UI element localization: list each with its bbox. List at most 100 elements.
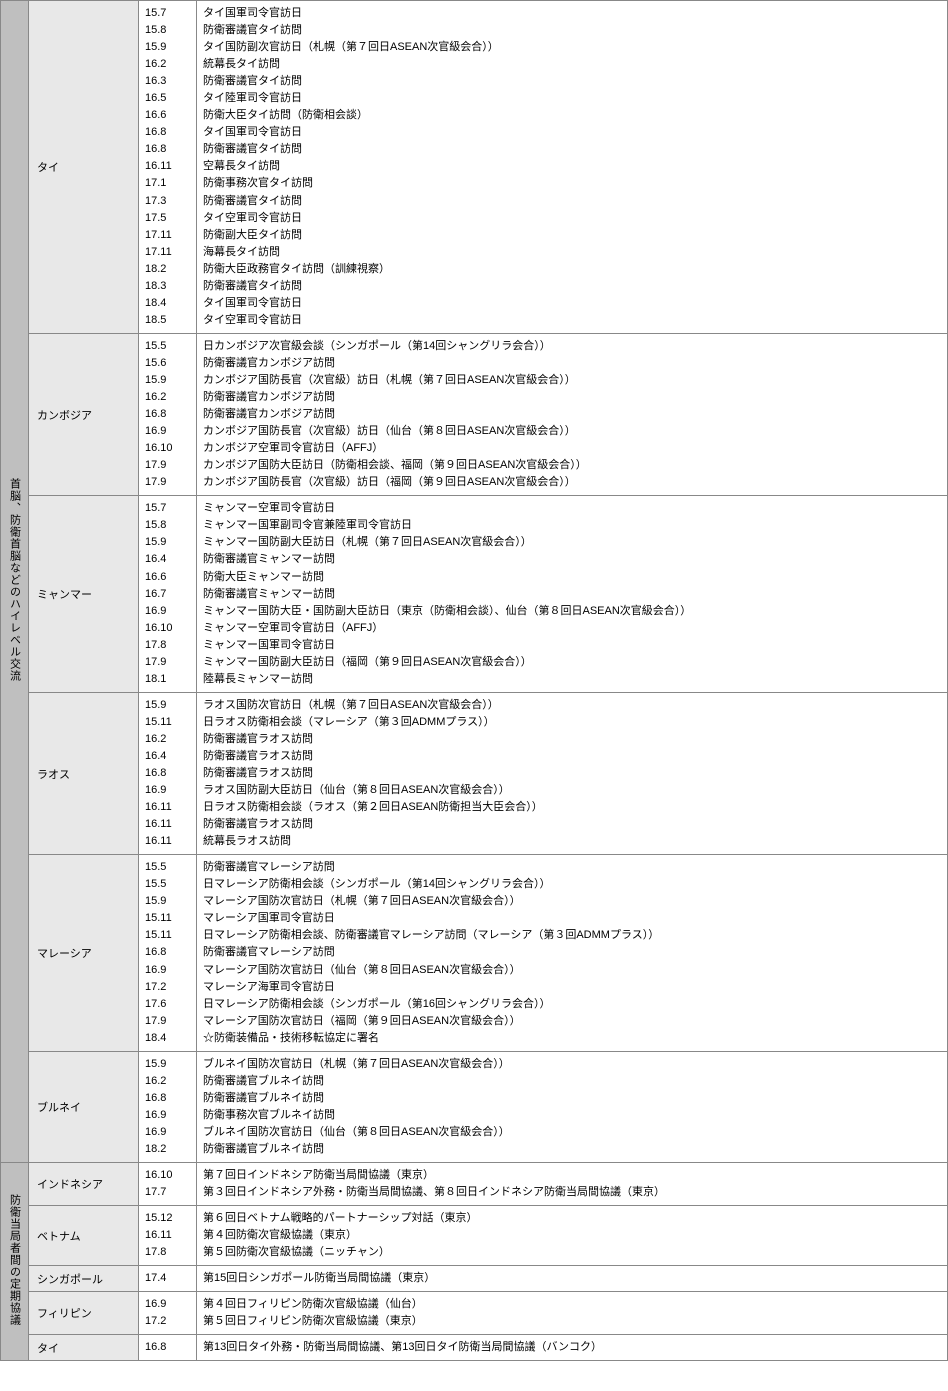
description-value: 第５回防衛次官級協議（ニッチャン） — [203, 1244, 941, 1261]
date-value: 17.3 — [145, 193, 190, 210]
description-value: ラオス国防次官訪日（札幌（第７回日ASEAN次官級会合）） — [203, 697, 941, 714]
date-value: 18.4 — [145, 1030, 190, 1047]
table-row: ブルネイ15.916.216.816.916.918.2ブルネイ国防次官訪日（札… — [1, 1051, 948, 1162]
description-value: タイ国軍司令官訪日 — [203, 5, 941, 22]
date-value: 16.2 — [145, 389, 190, 406]
date-value: 16.8 — [145, 1090, 190, 1107]
date-value: 17.9 — [145, 1013, 190, 1030]
country-cell: ベトナム — [29, 1206, 139, 1266]
date-value: 17.2 — [145, 979, 190, 996]
date-value: 16.11 — [145, 158, 190, 175]
description-value: ラオス国防副大臣訪日（仙台（第８回日ASEAN次官級会合）） — [203, 782, 941, 799]
date-value: 18.2 — [145, 261, 190, 278]
date-value: 16.8 — [145, 141, 190, 158]
description-value: 第３回日インドネシア外務・防衛当局間協議、第８回日インドネシア防衛当局間協議（東… — [203, 1184, 941, 1201]
table-row: ミャンマー15.715.815.916.416.616.716.916.1017… — [1, 496, 948, 693]
description-value: 防衛大臣政務官タイ訪問（訓練視察） — [203, 261, 941, 278]
date-value: 17.8 — [145, 637, 190, 654]
description-cell: ミャンマー空軍司令官訪日ミャンマー国軍副司令官兼陸軍司令官訪日ミャンマー国防副大… — [197, 496, 948, 693]
date-value: 16.4 — [145, 748, 190, 765]
description-value: ミャンマー国軍司令官訪日 — [203, 637, 941, 654]
date-value: 17.9 — [145, 474, 190, 491]
date-value: 16.5 — [145, 90, 190, 107]
date-value: 15.9 — [145, 697, 190, 714]
description-value: 防衛副大臣タイ訪問 — [203, 227, 941, 244]
date-cell: 15.515.615.916.216.816.916.1017.917.9 — [139, 333, 197, 495]
description-cell: タイ国軍司令官訪日防衛審議官タイ訪問タイ国防副次官訪日（札幌（第７回日ASEAN… — [197, 1, 948, 334]
date-value: 15.12 — [145, 1210, 190, 1227]
date-value: 16.11 — [145, 1227, 190, 1244]
description-value: 第７回日インドネシア防衛当局間協議（東京） — [203, 1167, 941, 1184]
country-cell: フィリピン — [29, 1292, 139, 1335]
table-row: ベトナム15.1216.1117.8第６回日ベトナム戦略的パートナーシップ対話（… — [1, 1206, 948, 1266]
description-value: 防衛審議官ミャンマー訪問 — [203, 551, 941, 568]
table-row: 防衛当局者間の定期協議インドネシア16.1017.7第７回日インドネシア防衛当局… — [1, 1163, 948, 1206]
table-row: シンガポール17.4第15回日シンガポール防衛当局間協議（東京） — [1, 1266, 948, 1292]
description-value: 防衛審議官タイ訪問 — [203, 22, 941, 39]
date-value: 17.9 — [145, 654, 190, 671]
description-value: 日ラオス防衛相会談（ラオス（第２回日ASEAN防衛担当大臣会合）） — [203, 799, 941, 816]
description-value: ミャンマー国防副大臣訪日（福岡（第９回日ASEAN次官級会合）） — [203, 654, 941, 671]
description-value: 防衛大臣タイ訪問（防衛相会談） — [203, 107, 941, 124]
description-value: カンボジア国防長官（次官級）訪日（福岡（第９回日ASEAN次官級会合）） — [203, 474, 941, 491]
date-value: 18.3 — [145, 278, 190, 295]
description-value: カンボジア国防長官（次官級）訪日（札幌（第７回日ASEAN次官級会合）） — [203, 372, 941, 389]
description-value: 防衛審議官タイ訪問 — [203, 141, 941, 158]
date-value: 16.10 — [145, 1167, 190, 1184]
date-value: 17.7 — [145, 1184, 190, 1201]
date-value: 16.9 — [145, 603, 190, 620]
description-value: 防衛審議官タイ訪問 — [203, 193, 941, 210]
description-value: 統幕長ラオス訪問 — [203, 833, 941, 850]
table-row: 首脳、防衛首脳などのハイレベル交流タイ15.715.815.916.216.31… — [1, 1, 948, 334]
description-value: 第６回日ベトナム戦略的パートナーシップ対話（東京） — [203, 1210, 941, 1227]
description-value: 防衛審議官ラオス訪問 — [203, 748, 941, 765]
description-value: 防衛審議官ラオス訪問 — [203, 816, 941, 833]
description-value: 統幕長タイ訪問 — [203, 56, 941, 73]
category-cell: 防衛当局者間の定期協議 — [1, 1163, 29, 1361]
description-value: 防衛審議官ラオス訪問 — [203, 765, 941, 782]
country-cell: ラオス — [29, 692, 139, 854]
date-value: 16.7 — [145, 586, 190, 603]
date-value: 17.5 — [145, 210, 190, 227]
date-cell: 15.1216.1117.8 — [139, 1206, 197, 1266]
date-value: 15.9 — [145, 372, 190, 389]
description-value: タイ空軍司令官訪日 — [203, 312, 941, 329]
date-value: 15.9 — [145, 534, 190, 551]
date-value: 15.11 — [145, 910, 190, 927]
date-value: 17.2 — [145, 1313, 190, 1330]
table-row: フィリピン16.917.2第４回日フィリピン防衛次官級協議（仙台）第５回日フィリ… — [1, 1292, 948, 1335]
description-cell: 防衛審議官マレーシア訪問日マレーシア防衛相会談（シンガポール（第14回シャングリ… — [197, 855, 948, 1052]
date-value: 17.6 — [145, 996, 190, 1013]
description-value: 防衛審議官マレーシア訪問 — [203, 859, 941, 876]
date-value: 15.8 — [145, 22, 190, 39]
date-value: 16.8 — [145, 944, 190, 961]
date-value: 17.11 — [145, 244, 190, 261]
date-value: 17.8 — [145, 1244, 190, 1261]
description-value: タイ国防副次官訪日（札幌（第７回日ASEAN次官級会合）） — [203, 39, 941, 56]
date-value: 16.2 — [145, 56, 190, 73]
date-value: 16.9 — [145, 1124, 190, 1141]
date-value: 16.10 — [145, 620, 190, 637]
country-cell: ブルネイ — [29, 1051, 139, 1162]
description-value: タイ空軍司令官訪日 — [203, 210, 941, 227]
description-value: ミャンマー国防大臣・国防副大臣訪日（東京（防衛相会談）、仙台（第８回日ASEAN… — [203, 603, 941, 620]
date-value: 16.2 — [145, 731, 190, 748]
date-value: 18.5 — [145, 312, 190, 329]
description-value: ブルネイ国防次官訪日（札幌（第７回日ASEAN次官級会合）） — [203, 1056, 941, 1073]
date-value: 15.11 — [145, 714, 190, 731]
table-row: タイ16.8第13回日タイ外務・防衛当局間協議、第13回日タイ防衛当局間協議（バ… — [1, 1335, 948, 1361]
date-value: 16.8 — [145, 124, 190, 141]
description-value: 第４回防衛次官級協議（東京） — [203, 1227, 941, 1244]
description-value: タイ国軍司令官訪日 — [203, 295, 941, 312]
date-value: 15.5 — [145, 338, 190, 355]
table-row: カンボジア15.515.615.916.216.816.916.1017.917… — [1, 333, 948, 495]
date-value: 15.8 — [145, 517, 190, 534]
date-value: 16.3 — [145, 73, 190, 90]
country-cell: ミャンマー — [29, 496, 139, 693]
date-value: 16.9 — [145, 782, 190, 799]
description-value: ミャンマー空軍司令官訪日 — [203, 500, 941, 517]
description-value: 第５回日フィリピン防衛次官級協議（東京） — [203, 1313, 941, 1330]
description-value: 空幕長タイ訪問 — [203, 158, 941, 175]
description-value: カンボジア国防長官（次官級）訪日（仙台（第８回日ASEAN次官級会合）） — [203, 423, 941, 440]
description-value: 防衛審議官ブルネイ訪問 — [203, 1090, 941, 1107]
